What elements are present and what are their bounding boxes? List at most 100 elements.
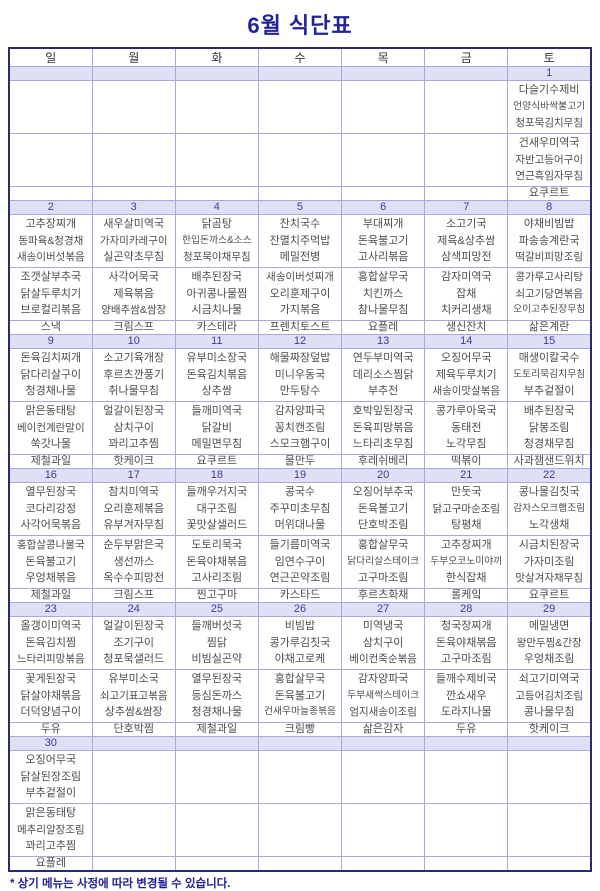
menu-item: 조갯살부추국 bbox=[20, 271, 82, 284]
snack-cell: 제철과일 bbox=[174, 722, 259, 737]
snack-cell bbox=[341, 186, 426, 201]
menu-item: 순두부맑은국 bbox=[103, 539, 165, 552]
menu-item: 닭봉조림 bbox=[528, 421, 570, 434]
day-header-3: 수 bbox=[257, 47, 343, 67]
menu-item: 돈육김치볶음 bbox=[186, 368, 248, 381]
menu-item: 동파육&청경채 bbox=[18, 234, 84, 247]
menu-item: 가자미카레구이 bbox=[99, 234, 168, 247]
menu-item: 쇠고기당면볶음 bbox=[515, 287, 583, 300]
lunch-cell: 연두부미역국 데리소스찜닭 부추전 bbox=[341, 348, 426, 402]
snack-cell: 찐고구마 bbox=[174, 588, 259, 603]
menu-item: 배추된장국 bbox=[523, 405, 575, 418]
dinner-cell: 들깨미역국 닭갈비 메밀면무침 bbox=[174, 401, 259, 455]
menu-item: 주꾸미초무침 bbox=[269, 502, 331, 515]
lunch-cell: 오징어부추국 돈육불고기 단호박조림 bbox=[341, 482, 426, 536]
menu-item: 돈육피망볶음 bbox=[352, 421, 414, 434]
dinner-cell: 배추된장국 아귀콩나물찜 시금치나물 bbox=[174, 267, 259, 321]
dinner-cell bbox=[91, 133, 176, 187]
menu-item: 삼치구이 bbox=[362, 636, 404, 649]
date-row-week-3: 9 10 11 12 13 14 15 bbox=[8, 334, 592, 349]
dinner-cell: 건새우미역국 자반고등어구이 연근흑임자무침 bbox=[507, 133, 592, 187]
menu-item: 미니우동국 bbox=[274, 368, 326, 381]
date-cell: 14 bbox=[424, 334, 509, 349]
lunch-cell bbox=[174, 80, 259, 134]
date-cell bbox=[174, 66, 259, 81]
menu-item: 꽈리고추찜 bbox=[25, 840, 77, 853]
dinner-cell: 순두부맑은국 생선까스 옥수수피망전 bbox=[91, 535, 176, 589]
date-cell: 18 bbox=[174, 468, 259, 483]
dinner-cell: 들깨수제비국 깐쇼새우 도라지나물 bbox=[424, 669, 509, 723]
menu-item: 홍합살콩나물국 bbox=[17, 539, 85, 552]
date-cell: 11 bbox=[174, 334, 259, 349]
dinner-row-week-2: 조갯살부추국 닭살두루치기 브로컬리볶음 사각어묵국 제육볶음 양배추쌈&쌈장 배추된장국 아… bbox=[8, 267, 592, 321]
date-cell bbox=[507, 736, 592, 751]
dinner-cell bbox=[424, 133, 509, 187]
lunch-row-week-6: 오징어무국 닭살된장조림 부추겉절이 bbox=[8, 750, 592, 804]
snack-cell bbox=[507, 856, 592, 872]
date-cell bbox=[91, 736, 176, 751]
date-cell: 1 bbox=[507, 66, 592, 81]
date-cell bbox=[174, 736, 259, 751]
menu-item: 느타리피망볶음 bbox=[17, 653, 85, 666]
menu-item: 브로컬리볶음 bbox=[20, 304, 82, 317]
menu-item: 왕만두찜&간장 bbox=[516, 636, 582, 649]
menu-item: 엄지새송이조림 bbox=[349, 706, 417, 719]
lunch-cell: 유부미소장국 돈육김치볶음 상추쌈 bbox=[174, 348, 259, 402]
snack-cell bbox=[8, 186, 93, 201]
snack-row-week-4: 제철과일 크림스프 찐고구마 카스타드 후르츠화채 롤케잌 요쿠르트 bbox=[8, 588, 592, 603]
dinner-cell: 시금치된장국 가자미조림 맛살겨자채무침 bbox=[507, 535, 592, 589]
day-header-5: 금 bbox=[424, 47, 509, 67]
lunch-cell bbox=[341, 80, 426, 134]
dinner-cell: 맑은동태탕 베이컨계란말이 쑥갓나물 bbox=[8, 401, 93, 455]
snack-cell: 떡볶이 bbox=[424, 454, 509, 469]
menu-item: 한입돈까스&소스 bbox=[182, 234, 252, 246]
menu-item: 들깨미역국 bbox=[191, 405, 243, 418]
menu-item: 제육볶음 bbox=[113, 287, 154, 300]
menu-item: 부추전 bbox=[367, 385, 399, 398]
date-cell: 8 bbox=[507, 200, 592, 215]
menu-item: 오징어무국 bbox=[25, 754, 77, 767]
lunch-cell: 새우살미역국 가자미카레구이 실곤약초무침 bbox=[91, 214, 176, 268]
menu-item: 청국장찌개 bbox=[440, 620, 492, 633]
menu-item: 임연수구이 bbox=[274, 555, 326, 568]
menu-item: 데리소스찜닭 bbox=[352, 368, 414, 381]
date-cell bbox=[341, 66, 426, 81]
footer-note: * 상기 메뉴는 사정에 따라 변경될 수 있습니다. bbox=[10, 878, 231, 890]
dinner-row-week-3: 맑은동태탕 베이컨계란말이 쑥갓나물 얼갈이된장국 삼치구이 꽈리고추찜 들깨미역국 닭갈비 메… bbox=[8, 401, 592, 455]
menu-item: 우엉채조림 bbox=[523, 653, 575, 666]
menu-item: 다슬기수제비 bbox=[518, 84, 580, 97]
menu-item: 유부겨자무침 bbox=[103, 519, 165, 532]
dinner-row-week-4: 홍합살콩나물국 돈육불고기 우엉채볶음 순두부맑은국 생선까스 옥수수피망전 도토리묵국 돈육… bbox=[8, 535, 592, 589]
date-cell: 2 bbox=[8, 200, 93, 215]
menu-item: 오징어부추국 bbox=[352, 486, 414, 499]
menu-item: 찜닭 bbox=[206, 636, 227, 649]
dinner-cell: 얼갈이된장국 삼치구이 꽈리고추찜 bbox=[91, 401, 176, 455]
date-cell: 12 bbox=[257, 334, 343, 349]
menu-item: 연근곤약조림 bbox=[269, 572, 331, 585]
menu-item: 오징어무국 bbox=[440, 352, 492, 365]
menu-item: 노각생채 bbox=[528, 519, 570, 532]
snack-cell: 생신잔치 bbox=[424, 320, 509, 335]
dinner-row-week-5: 꽃게된장국 닭살야채볶음 더덕양념구이 유부미소국 쇠고기표고볶음 상추쌈&쌈장 열무된장국… bbox=[8, 669, 592, 723]
dinner-cell: 사각어묵국 제육볶음 양배추쌈&쌈장 bbox=[91, 267, 176, 321]
lunch-cell: 비빔밥 콩가루김칫국 야채고로케 bbox=[257, 616, 343, 670]
lunch-cell bbox=[341, 750, 426, 804]
snack-cell bbox=[341, 856, 426, 872]
snack-cell bbox=[257, 186, 343, 201]
menu-item: 배추된장국 bbox=[191, 271, 243, 284]
snack-cell bbox=[424, 186, 509, 201]
menu-item: 들기름미역국 bbox=[269, 539, 331, 552]
menu-item: 파송송계란국 bbox=[518, 234, 580, 247]
snack-cell: 스낵 bbox=[8, 320, 93, 335]
menu-item: 닭살야채볶음 bbox=[20, 689, 82, 702]
menu-item: 우엉채볶음 bbox=[25, 572, 77, 585]
menu-item: 맑은동태탕 bbox=[25, 807, 77, 820]
menu-item: 닭다리살구이 bbox=[20, 368, 82, 381]
date-cell: 19 bbox=[257, 468, 343, 483]
menu-item: 후르츠깐풍기 bbox=[103, 368, 165, 381]
lunch-cell: 돈육김치찌개 닭다리살구이 청경채나물 bbox=[8, 348, 93, 402]
menu-item: 베이컨죽순볶음 bbox=[349, 653, 417, 666]
snack-cell: 요쿠르트 bbox=[507, 186, 592, 201]
